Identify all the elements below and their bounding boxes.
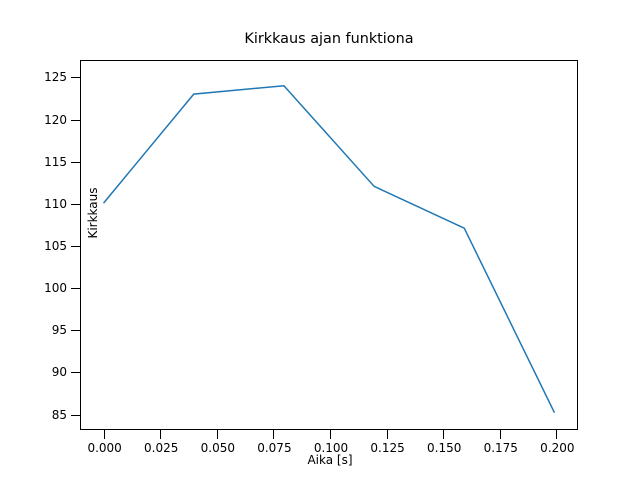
- x-tick-label: 0.125: [370, 441, 405, 455]
- y-tick: 90: [52, 365, 81, 379]
- y-tick-label: 120: [44, 112, 67, 127]
- y-tick-label: 90: [51, 365, 67, 380]
- x-tick-label: 0.025: [144, 441, 179, 455]
- chart-title: Kirkkaus ajan funktiona: [244, 31, 414, 47]
- y-tick: 125: [44, 70, 81, 84]
- x-tick-label: 0.000: [87, 441, 122, 455]
- x-tick-label: 0.150: [426, 441, 462, 455]
- x-tick-label: 0.175: [483, 441, 518, 455]
- x-tick-label: 0.050: [200, 441, 235, 455]
- y-tick: 120: [44, 113, 81, 127]
- x-tick: 0.050: [201, 429, 235, 455]
- y-tick-label: 100: [44, 281, 67, 296]
- y-tick: 105: [44, 239, 81, 253]
- data-line-svg: [102, 84, 556, 413]
- x-tick-label: 0.100: [313, 441, 349, 455]
- y-tick-label: 110: [44, 196, 67, 211]
- x-tick: 0.025: [144, 429, 178, 455]
- x-axis-label: Aika [s]: [307, 453, 353, 467]
- y-tick: 115: [44, 155, 81, 169]
- x-tick: 0.200: [540, 429, 575, 455]
- y-tick-label: 115: [44, 154, 67, 169]
- x-tick-label: 0.075: [257, 441, 292, 455]
- x-tick-label: 0.200: [540, 441, 575, 455]
- y-tick: 110: [44, 197, 81, 211]
- plot-area: Kirkkaus Aika [s] 85 90 95 100 105 110 115 120 1…: [44, 60, 578, 467]
- y-tick: 100: [44, 281, 81, 295]
- y-tick: 95: [52, 323, 81, 337]
- x-tick: 0.175: [484, 429, 518, 455]
- x-tick: 0.000: [87, 429, 122, 455]
- y-tick: 85: [52, 408, 81, 422]
- y-tick-label: 95: [51, 323, 67, 338]
- y-tick-label: 105: [44, 239, 67, 253]
- x-tick: 0.125: [370, 429, 405, 455]
- y-tick-label: 125: [44, 70, 67, 85]
- x-tick: 0.100: [314, 429, 348, 455]
- data-series-line: [102, 84, 556, 413]
- x-tick: 0.075: [257, 429, 292, 455]
- x-tick: 0.150: [427, 429, 461, 455]
- y-tick-label: 85: [51, 407, 67, 422]
